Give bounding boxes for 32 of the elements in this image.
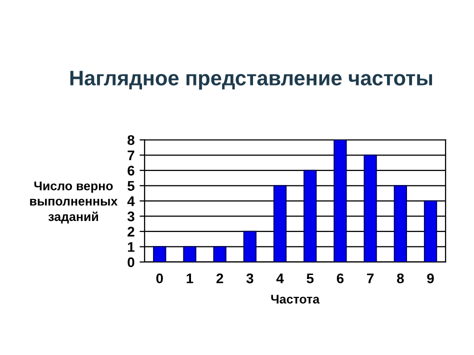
bar bbox=[394, 185, 407, 262]
x-tick-label: 5 bbox=[306, 274, 314, 284]
bar bbox=[183, 246, 196, 262]
x-tick-label: 4 bbox=[276, 274, 284, 284]
x-tick-label: 9 bbox=[427, 273, 434, 284]
x-tick-label: 8 bbox=[396, 273, 404, 284]
bar bbox=[273, 185, 287, 262]
y-tick-label: 7 bbox=[128, 150, 134, 160]
x-axis-title: Частота bbox=[271, 294, 320, 304]
y-tick-label: 3 bbox=[127, 212, 134, 222]
y-tick-label: 5 bbox=[128, 181, 134, 191]
bar bbox=[213, 246, 226, 262]
y-tick-label: 6 bbox=[128, 166, 134, 176]
bar bbox=[424, 200, 438, 262]
x-tick-label: 3 bbox=[246, 273, 254, 284]
x-tick-label: 7 bbox=[367, 274, 374, 284]
chart-title: Наглядное представление частоты bbox=[70, 70, 432, 90]
x-tick-label: 0 bbox=[156, 273, 163, 284]
y-tick-label: 8 bbox=[128, 135, 134, 146]
x-tick-label: 2 bbox=[216, 273, 224, 284]
bar bbox=[364, 154, 377, 262]
x-tick-label: 6 bbox=[336, 273, 344, 284]
y-axis-title: Число верно выполненных заданий bbox=[30, 182, 118, 224]
x-tick-label: 1 bbox=[186, 274, 194, 284]
y-tick-label: 0 bbox=[128, 257, 134, 268]
y-tick-label: 2 bbox=[128, 226, 134, 236]
bar bbox=[243, 230, 256, 262]
y-tick-label: 1 bbox=[128, 242, 134, 252]
bar bbox=[153, 246, 166, 262]
bar bbox=[304, 170, 317, 262]
bar bbox=[334, 140, 347, 262]
y-tick-label: 4 bbox=[127, 196, 135, 206]
